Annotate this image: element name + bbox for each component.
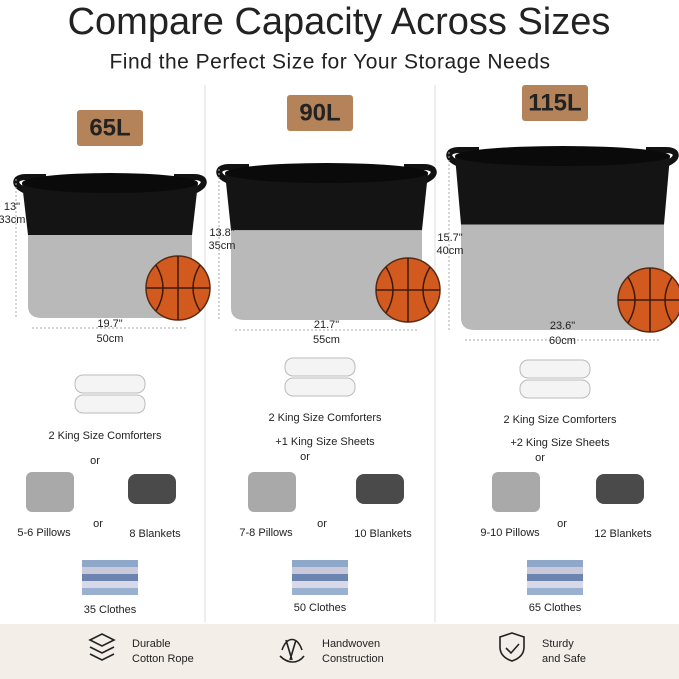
or-label: or xyxy=(557,518,567,530)
basket-handle xyxy=(446,147,679,167)
pillows-label: 7-8 Pillows xyxy=(239,527,293,539)
feature-icons xyxy=(88,632,525,663)
comforters-label: 2 King Size Comforters xyxy=(268,412,382,424)
clothes-icon xyxy=(527,581,583,588)
sheets-label: +2 King Size Sheets xyxy=(510,437,610,449)
size-badge xyxy=(77,110,143,146)
comforter-icon xyxy=(74,374,146,394)
or-label: or xyxy=(90,455,100,467)
clothes-label: 50 Clothes xyxy=(294,602,347,614)
height-cm: 33cm xyxy=(0,214,25,226)
clothes-icon xyxy=(292,588,348,595)
height-cm: 35cm xyxy=(209,240,236,252)
clothes-icon xyxy=(82,560,138,567)
clothes-icon xyxy=(292,567,348,574)
clothes-icon xyxy=(82,567,138,574)
clothes-icon xyxy=(527,574,583,581)
pillow-icon xyxy=(492,472,540,512)
feature-line: Cotton Rope xyxy=(132,653,194,665)
or-label: or xyxy=(300,451,310,463)
blankets-label: 12 Blankets xyxy=(594,528,652,540)
clothes-icon xyxy=(292,581,348,588)
width-cm: 60cm xyxy=(549,335,576,347)
basket-rim xyxy=(225,163,428,183)
or-label: or xyxy=(317,518,327,530)
clothes-icon xyxy=(527,567,583,574)
feature-line: Construction xyxy=(322,653,384,665)
clothes-icon xyxy=(292,574,348,581)
clothes-icon xyxy=(82,574,138,581)
width-cm: 50cm xyxy=(97,333,124,345)
basket-body-gray xyxy=(461,224,664,330)
or-label: or xyxy=(93,518,103,530)
footer xyxy=(0,624,679,679)
subtitle: Find the Perfect Size for Your Storage N… xyxy=(109,51,550,74)
clothes-icon xyxy=(82,581,138,588)
basket-body-black xyxy=(225,173,428,231)
pillow-icon xyxy=(248,472,296,512)
size-label: 65L xyxy=(89,114,130,141)
blanket-icon xyxy=(356,474,404,504)
height-inch: 13" xyxy=(4,201,20,213)
pillow-icon xyxy=(26,472,74,512)
clothes-icon xyxy=(527,560,583,567)
blankets-label: 10 Blankets xyxy=(354,528,412,540)
comforter-icon xyxy=(284,377,356,397)
feature-line: and Safe xyxy=(542,653,586,665)
clothes-icon xyxy=(292,560,348,567)
basket-body-black xyxy=(455,156,670,225)
comforter-icon xyxy=(519,379,591,399)
height-inch: 15.7" xyxy=(437,232,462,244)
size-label: 90L xyxy=(299,99,340,126)
height-cm: 40cm xyxy=(437,245,464,257)
basketball-lines xyxy=(618,268,679,332)
basket-rim xyxy=(455,146,670,166)
sheets-label: +1 King Size Sheets xyxy=(275,436,375,448)
width-inch: 23.6" xyxy=(550,320,575,332)
basket-handle xyxy=(13,174,207,194)
width-cm: 55cm xyxy=(313,334,340,346)
blanket-icon xyxy=(128,474,176,504)
or-label: or xyxy=(535,452,545,464)
basket-body-black xyxy=(22,183,198,236)
basketball-lines xyxy=(376,258,440,322)
comforters-label: 2 King Size Comforters xyxy=(503,414,617,426)
height-inch: 13.8" xyxy=(209,227,234,239)
feature-line: Durable xyxy=(132,638,171,650)
feature-line: Handwoven xyxy=(322,638,380,650)
comforter-icon xyxy=(284,357,356,377)
size-badge xyxy=(522,85,588,121)
clothes-label: 65 Clothes xyxy=(529,602,582,614)
clothes-icon xyxy=(527,588,583,595)
title: Compare Capacity Across Sizes xyxy=(68,1,611,43)
basket-body-gray xyxy=(231,230,422,320)
clothes-icon xyxy=(82,588,138,595)
width-inch: 19.7" xyxy=(97,318,122,330)
blanket-icon xyxy=(596,474,644,504)
clothes-label: 35 Clothes xyxy=(84,604,137,616)
size-label: 115L xyxy=(528,89,581,116)
size-badge xyxy=(287,95,353,131)
blankets-label: 8 Blankets xyxy=(129,528,181,540)
feature-line: Sturdy xyxy=(542,638,574,650)
basket-handle xyxy=(216,164,437,184)
comforter-icon xyxy=(74,394,146,414)
basketball-lines xyxy=(146,256,210,320)
basket-rim xyxy=(22,173,198,193)
width-inch: 21.7" xyxy=(314,319,339,331)
comforter-icon xyxy=(519,359,591,379)
pillows-label: 5-6 Pillows xyxy=(17,527,71,539)
pillows-label: 9-10 Pillows xyxy=(480,527,540,539)
comforters-label: 2 King Size Comforters xyxy=(48,430,162,442)
